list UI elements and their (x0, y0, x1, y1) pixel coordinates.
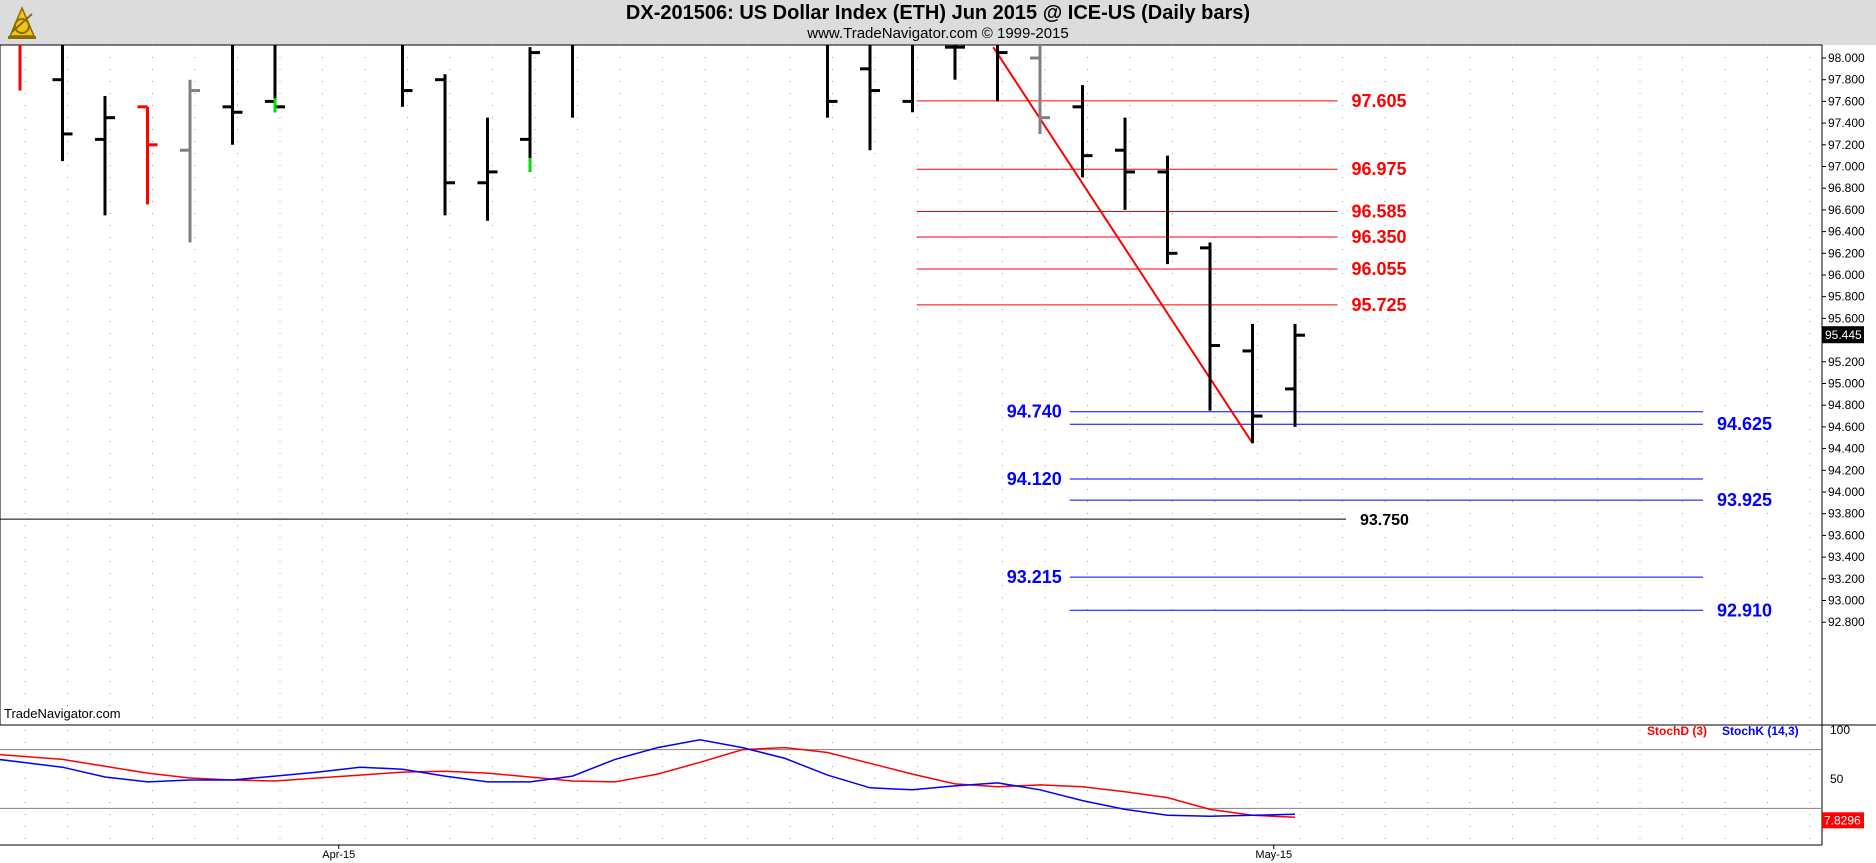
chart-title: DX-201506: US Dollar Index (ETH) Jun 201… (625, 2, 1251, 24)
level-label: 94.625 (1717, 414, 1772, 434)
level-label: 93.215 (1007, 567, 1062, 587)
level-label: 93.925 (1717, 490, 1772, 510)
y-tick-label: 93.200 (1828, 572, 1865, 586)
sextant-logo-icon (8, 6, 36, 39)
y-tick-label: 94.800 (1828, 398, 1865, 412)
y-tick-label: 96.600 (1828, 203, 1865, 217)
y-tick-label: 93.800 (1828, 507, 1865, 521)
y-tick-label: 95.000 (1828, 377, 1865, 391)
stoch-series-line (0, 739, 1296, 817)
ohlc-bar (477, 117, 498, 221)
last-price-box (1822, 326, 1864, 344)
y-tick-label: 95.800 (1828, 290, 1865, 304)
ohlc-bar (52, 45, 73, 162)
x-tick-label: Apr-15 (322, 849, 355, 861)
y-tick-label: 94.400 (1828, 442, 1865, 456)
level-label: 92.910 (1717, 600, 1772, 620)
ohlc-bar (265, 45, 285, 113)
y-tick-label: 97.800 (1828, 73, 1865, 87)
stochastic-lines (0, 739, 1296, 818)
ohlc-bar (1030, 45, 1050, 134)
ohlc-bar (401, 45, 413, 107)
stoch-y-tick-label: 50 (1830, 772, 1844, 786)
ohlc-bar (1242, 323, 1263, 444)
y-tick-label: 94.600 (1828, 420, 1865, 434)
stoch-last-value-box (1822, 812, 1864, 829)
ohlc-bar (222, 45, 243, 145)
y-tick-label: 96.800 (1828, 181, 1865, 195)
y-tick-label: 97.200 (1828, 138, 1865, 152)
y-tick-label: 95.600 (1828, 311, 1865, 325)
watermark-text: TradeNavigator.com (4, 706, 121, 721)
price-panel-border (0, 44, 1823, 726)
ohlc-bar (945, 45, 965, 80)
y-tick-label: 94.200 (1828, 463, 1865, 477)
chart-header (0, 0, 1876, 45)
stoch-series-line (0, 746, 1296, 818)
y-tick-label: 98.000 (1828, 51, 1865, 65)
ohlc-bar (996, 45, 1008, 102)
y-tick-label: 97.400 (1828, 116, 1865, 130)
level-label: 96.975 (1352, 159, 1407, 179)
ohlc-bar (826, 45, 838, 118)
price-axis: 98.000 97.800 97.600 97.400 97.200 97.000 96.8… (1822, 51, 1865, 829)
level-label: 94.740 (1007, 402, 1062, 422)
y-tick-label: 93.400 (1828, 550, 1865, 564)
y-tick-label: 96.400 (1828, 225, 1865, 239)
ohlc-bar (435, 74, 455, 216)
level-label: 95.725 (1352, 295, 1407, 315)
y-tick-label: 97.600 (1828, 94, 1865, 108)
legend-stochd: StochD (3) (1647, 724, 1707, 738)
stochastic-panel: StochD (3) StochK (14,3) (0, 724, 1822, 809)
level-label: 96.055 (1352, 259, 1407, 279)
ohlc-bar (902, 45, 914, 113)
ohlc-bar (180, 79, 200, 243)
ohlc-bar (1285, 323, 1305, 427)
trendline (992, 46, 1254, 444)
trendline-group (992, 46, 1254, 444)
ohlc-bar (95, 95, 115, 216)
last-price-label: 95.445 (1825, 328, 1862, 342)
y-tick-label: 95.200 (1828, 355, 1865, 369)
ohlc-bar (520, 47, 540, 172)
price-gridlines (0, 44, 1876, 845)
level-label: 94.120 (1007, 469, 1062, 489)
ohlc-bar (1200, 242, 1220, 411)
y-tick-label: 94.000 (1828, 485, 1865, 499)
y-tick-label: 96.000 (1828, 268, 1865, 282)
level-label: 93.750 (1360, 512, 1409, 529)
date-axis: Apr-15 May-15 (0, 844, 1822, 861)
ohlc-bar (137, 105, 158, 205)
ohlc-bar (860, 45, 880, 151)
level-label: 96.585 (1352, 202, 1407, 222)
ohlc-bar (1115, 117, 1135, 210)
stoch-last-value-label: 7.8296 (1824, 813, 1861, 827)
ohlc-bar (1157, 155, 1178, 265)
y-tick-label: 96.200 (1828, 246, 1865, 260)
level-label: 96.350 (1352, 227, 1407, 247)
x-tick-label: May-15 (1255, 849, 1292, 861)
fibonacci-levels: 97.605 96.975 96.585 96.350 96.055 95.725 94.7… (0, 91, 1772, 620)
ohlc-bar (1072, 85, 1093, 178)
y-tick-label: 92.800 (1828, 615, 1865, 629)
y-tick-label: 93.600 (1828, 528, 1865, 542)
ohlc-bars (18, 45, 1305, 444)
legend-stochk: StochK (14,3) (1722, 724, 1799, 738)
y-tick-label: 97.000 (1828, 160, 1865, 174)
level-label: 97.605 (1352, 91, 1407, 111)
y-tick-label: 93.000 (1828, 594, 1865, 608)
stoch-y-tick-label: 100 (1830, 723, 1850, 737)
chart-subtitle: www.TradeNavigator.com © 1999-2015 (807, 25, 1069, 42)
